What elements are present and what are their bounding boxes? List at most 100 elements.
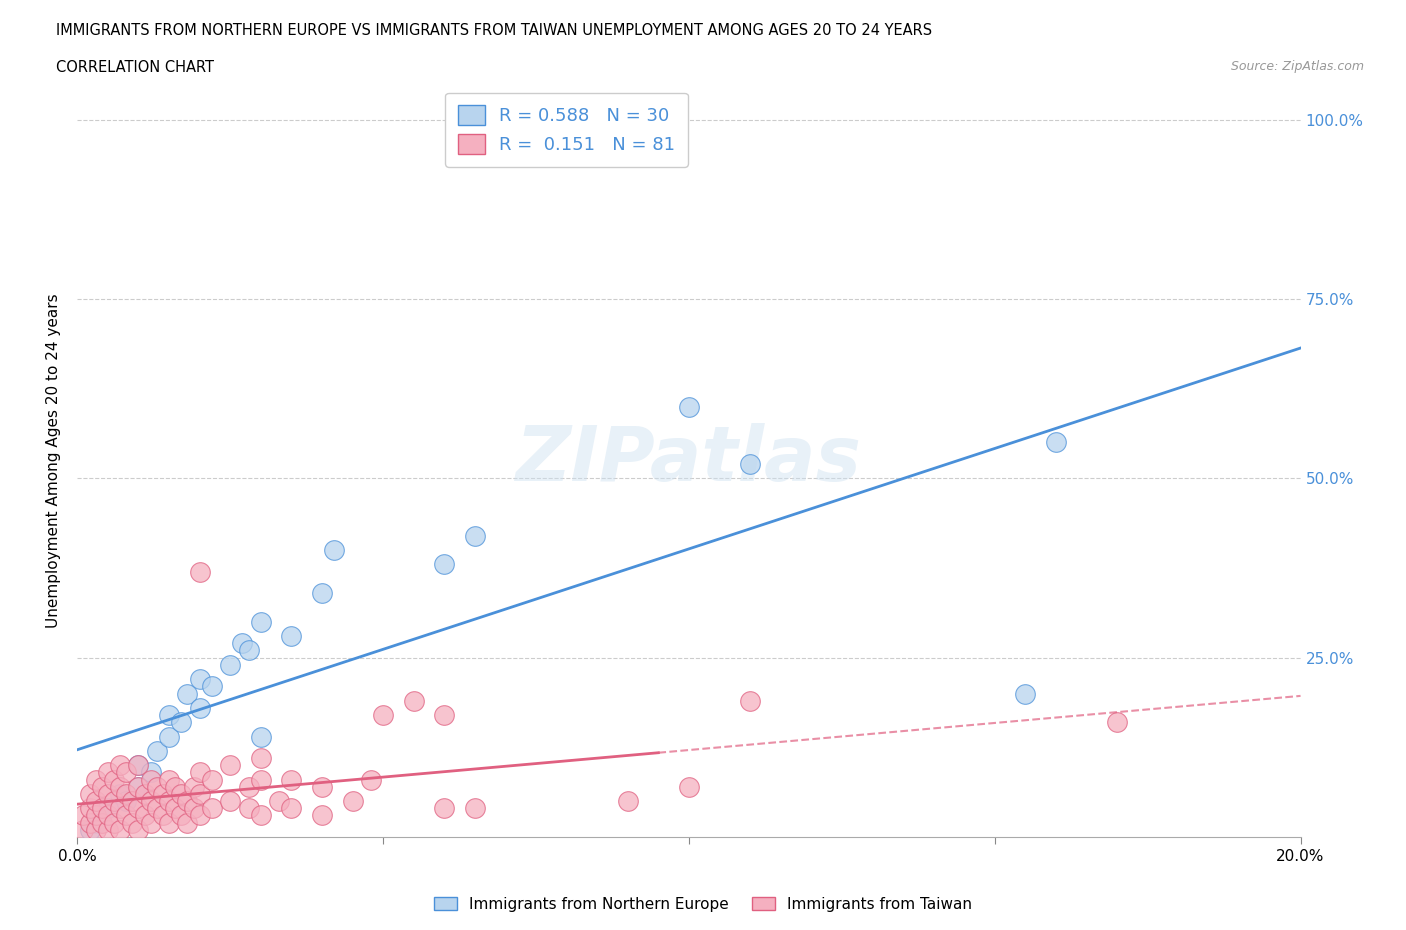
Point: [740, 457, 762, 472]
Point: [176, 686, 198, 701]
Point: [280, 772, 302, 787]
Point: [464, 801, 486, 816]
Point: [678, 399, 700, 414]
Point: [176, 816, 198, 830]
Point: [103, 816, 125, 830]
Point: [157, 708, 180, 723]
Point: [165, 779, 187, 794]
Point: [79, 822, 101, 837]
Point: [97, 765, 120, 780]
Point: [139, 772, 162, 787]
Point: [134, 808, 156, 823]
Point: [84, 793, 107, 808]
Point: [250, 808, 273, 823]
Point: [311, 586, 333, 601]
Point: [157, 816, 180, 830]
Point: [740, 693, 762, 708]
Point: [238, 801, 260, 816]
Point: [165, 801, 187, 816]
Point: [188, 808, 211, 823]
Point: [311, 808, 333, 823]
Point: [97, 808, 120, 823]
Point: [128, 779, 150, 794]
Legend: Immigrants from Northern Europe, Immigrants from Taiwan: Immigrants from Northern Europe, Immigra…: [427, 890, 979, 918]
Point: [79, 787, 101, 802]
Point: [84, 772, 107, 787]
Point: [280, 801, 302, 816]
Point: [219, 658, 242, 672]
Point: [201, 801, 224, 816]
Text: ZIPatlas: ZIPatlas: [516, 423, 862, 498]
Point: [115, 808, 138, 823]
Point: [238, 643, 260, 658]
Point: [90, 816, 112, 830]
Point: [188, 787, 211, 802]
Point: [183, 779, 205, 794]
Point: [342, 793, 364, 808]
Point: [311, 779, 333, 794]
Text: CORRELATION CHART: CORRELATION CHART: [56, 60, 214, 75]
Point: [139, 793, 162, 808]
Point: [103, 793, 125, 808]
Point: [280, 629, 302, 644]
Point: [219, 758, 242, 773]
Point: [72, 822, 94, 837]
Point: [72, 808, 94, 823]
Point: [188, 565, 211, 579]
Point: [97, 801, 120, 816]
Point: [170, 715, 193, 730]
Point: [146, 801, 169, 816]
Point: [115, 787, 138, 802]
Point: [134, 787, 156, 802]
Point: [402, 693, 425, 708]
Point: [128, 801, 150, 816]
Point: [128, 758, 150, 773]
Point: [371, 708, 394, 723]
Point: [176, 793, 198, 808]
Point: [108, 822, 131, 837]
Point: [108, 787, 131, 802]
Point: [250, 729, 273, 744]
Point: [108, 801, 131, 816]
Point: [323, 542, 346, 557]
Point: [146, 743, 169, 758]
Point: [360, 772, 382, 787]
Point: [128, 758, 150, 773]
Point: [157, 793, 180, 808]
Point: [79, 816, 101, 830]
Point: [231, 636, 253, 651]
Text: Source: ZipAtlas.com: Source: ZipAtlas.com: [1230, 60, 1364, 73]
Point: [157, 729, 180, 744]
Point: [152, 808, 174, 823]
Point: [201, 772, 224, 787]
Point: [433, 801, 456, 816]
Point: [678, 779, 700, 794]
Point: [84, 822, 107, 837]
Point: [238, 779, 260, 794]
Point: [433, 557, 456, 572]
Point: [108, 779, 131, 794]
Point: [121, 793, 143, 808]
Point: [269, 793, 291, 808]
Point: [250, 772, 273, 787]
Point: [219, 793, 242, 808]
Point: [97, 787, 120, 802]
Point: [90, 801, 112, 816]
Point: [79, 801, 101, 816]
Point: [97, 822, 120, 837]
Point: [121, 816, 143, 830]
Point: [157, 772, 180, 787]
Point: [108, 758, 131, 773]
Y-axis label: Unemployment Among Ages 20 to 24 years: Unemployment Among Ages 20 to 24 years: [46, 293, 62, 628]
Point: [183, 801, 205, 816]
Point: [170, 787, 193, 802]
Point: [1107, 715, 1129, 730]
Legend: R = 0.588   N = 30, R =  0.151   N = 81: R = 0.588 N = 30, R = 0.151 N = 81: [446, 93, 688, 166]
Point: [188, 700, 211, 715]
Point: [146, 779, 169, 794]
Point: [152, 787, 174, 802]
Point: [1014, 686, 1036, 701]
Point: [201, 679, 224, 694]
Point: [464, 528, 486, 543]
Point: [115, 765, 138, 780]
